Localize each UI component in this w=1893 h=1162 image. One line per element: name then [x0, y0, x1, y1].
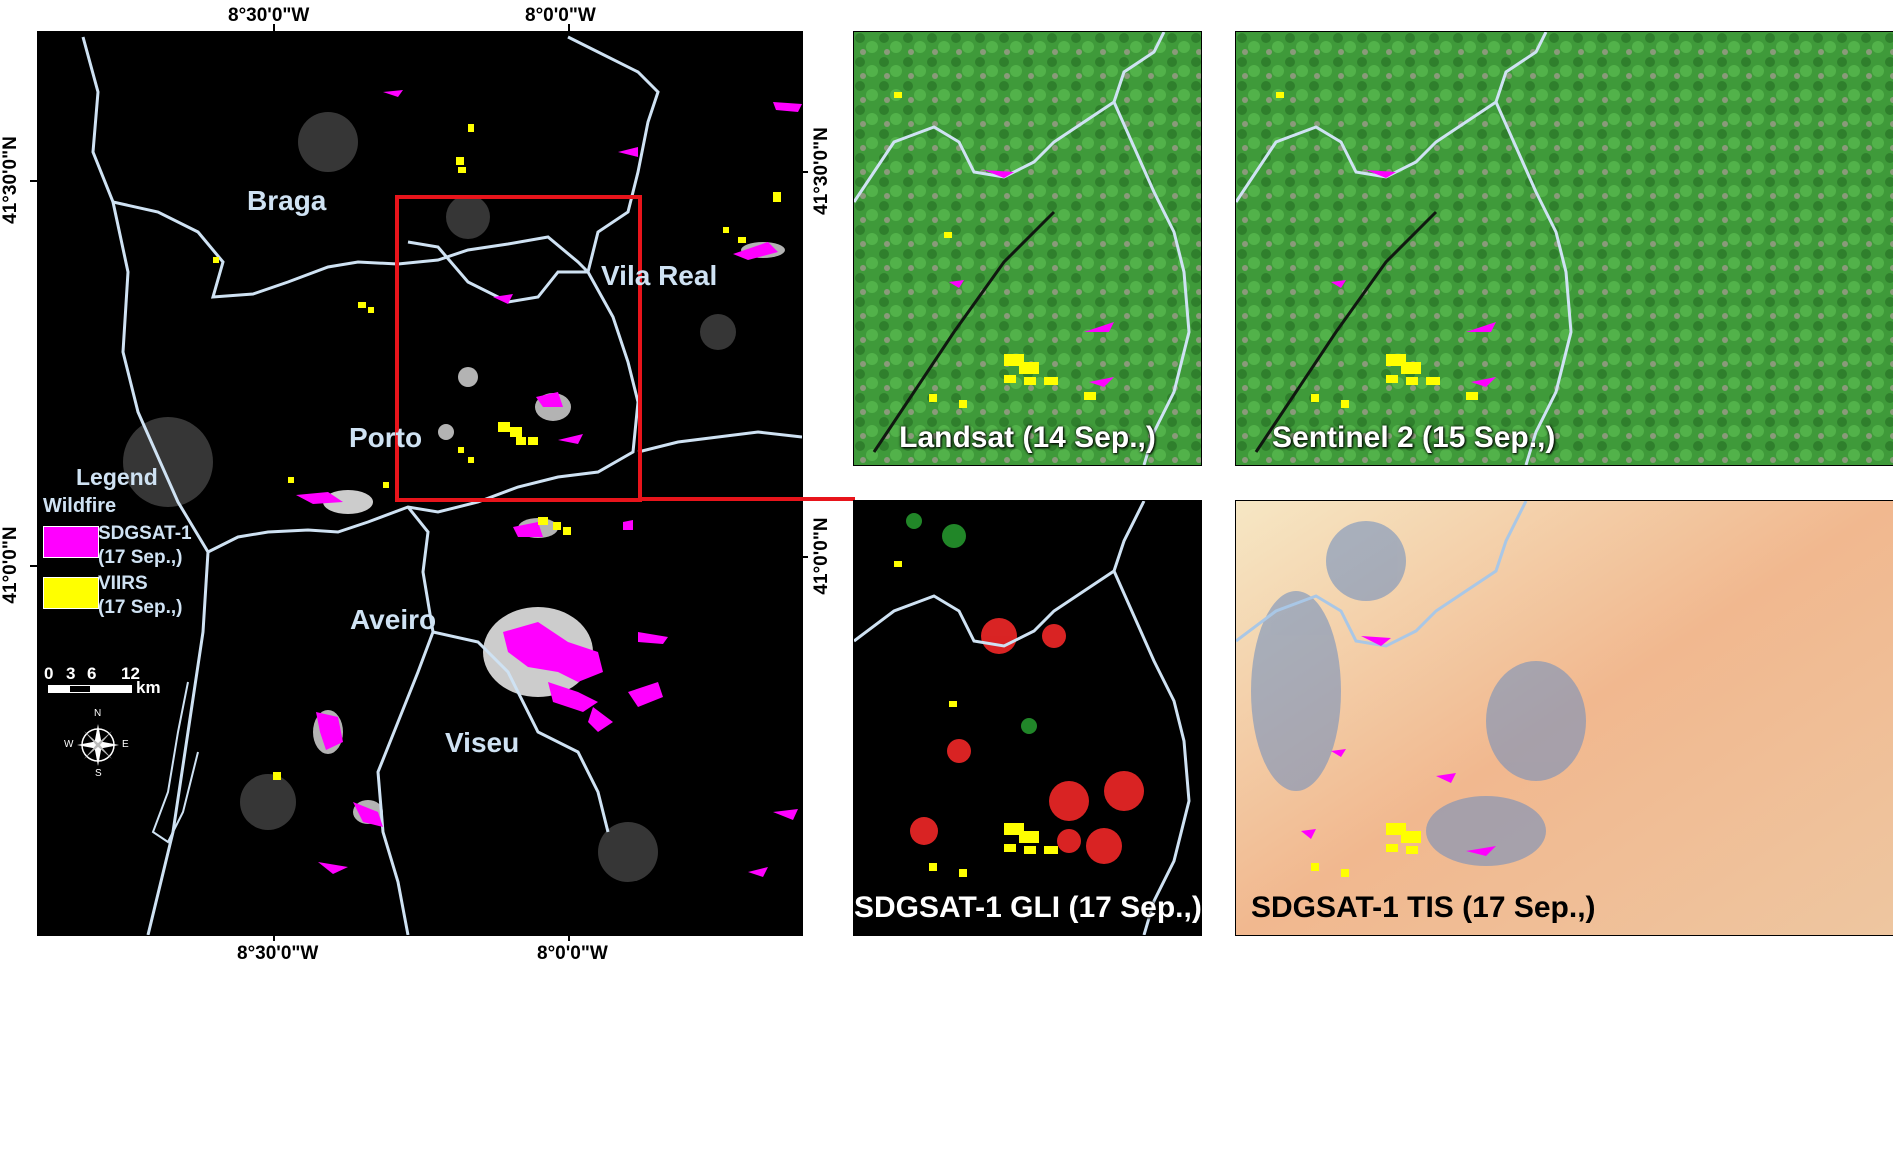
place-porto: Porto	[349, 422, 423, 453]
district-boundaries	[81, 35, 802, 935]
place-viseu: Viseu	[445, 727, 520, 758]
caption-tis: SDGSAT-1 TIS (17 Sep.,)	[1251, 891, 1596, 924]
place-aveiro: Aveiro	[350, 604, 437, 635]
study-area-box[interactable]	[395, 195, 642, 502]
sdgsat-fire-detections	[296, 90, 802, 877]
coord-right-lat-2: 41°0'0"N	[811, 517, 832, 595]
night-lights	[123, 112, 736, 882]
panel-sentinel[interactable]: Sentinel 2 (15 Sep.,)	[1235, 31, 1893, 466]
main-map[interactable]: Braga Vila Real Porto Aveiro Viseu Legen…	[37, 31, 803, 936]
legend-label-viirs: VIIRS (17 Sep.,)	[98, 573, 183, 618]
caption-sentinel: Sentinel 2 (15 Sep.,)	[1272, 421, 1556, 454]
legend-swatch-sdgsat	[43, 526, 99, 558]
panel-gli[interactable]: SDGSAT-1 GLI (17 Sep.,)	[853, 500, 1202, 936]
compass-rose-icon: N S E W	[64, 708, 129, 779]
place-vila-real: Vila Real	[601, 260, 718, 291]
estuary	[151, 681, 199, 844]
legend-label-sdgsat: SDGSAT-1 (17 Sep.,)	[98, 523, 192, 568]
caption-gli: SDGSAT-1 GLI (17 Sep.,)	[854, 891, 1202, 924]
place-braga: Braga	[247, 185, 327, 216]
panel-landsat[interactable]: Landsat (14 Sep.,)	[853, 31, 1202, 466]
coord-left-lat-1: 41°30'0"N	[0, 136, 21, 224]
coord-left-lat-2: 41°0'0"N	[0, 526, 21, 604]
legend-title: Legend	[76, 464, 158, 490]
viirs-fire-detections	[213, 124, 781, 780]
coord-right-lat-1: 41°30'0"N	[811, 127, 832, 215]
coord-bottom-lon-1: 8°30'0"W	[237, 943, 319, 964]
legend-swatch-viirs	[43, 577, 99, 609]
coord-top-lon-2: 8°0'0"W	[525, 5, 596, 26]
coord-top-lon-1: 8°30'0"W	[228, 5, 310, 26]
scale-bar-graphic	[48, 685, 132, 693]
legend-subtitle: Wildfire	[43, 495, 117, 517]
coord-bottom-lon-2: 8°0'0"W	[537, 943, 608, 964]
main-map-canvas	[81, 35, 802, 935]
connector-line	[639, 497, 855, 501]
caption-landsat: Landsat (14 Sep.,)	[899, 421, 1156, 454]
panel-tis[interactable]: SDGSAT-1 TIS (17 Sep.,)	[1235, 500, 1893, 936]
